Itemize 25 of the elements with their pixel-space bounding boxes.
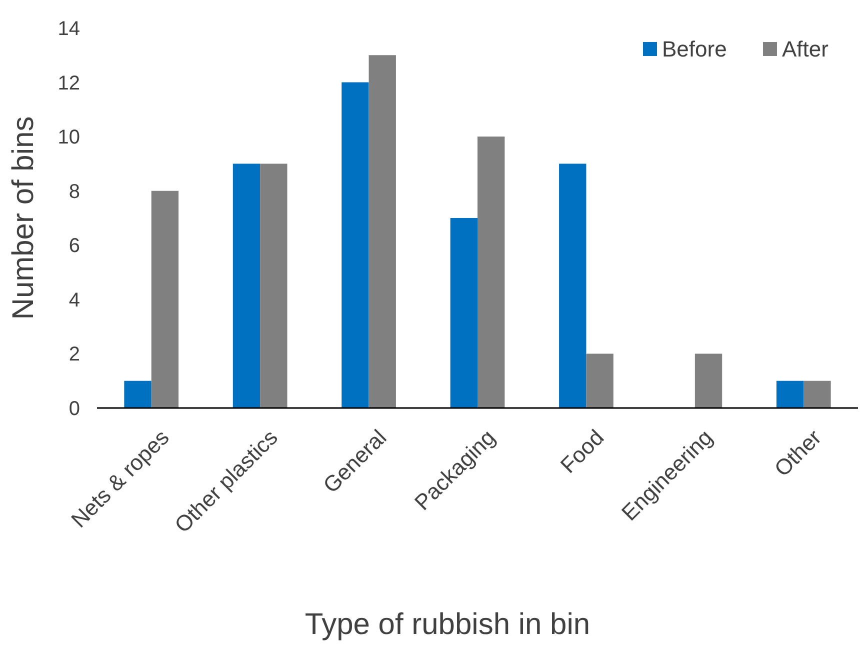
- bar: [776, 380, 804, 408]
- y-tick-label: 0: [68, 398, 80, 420]
- bar: [559, 164, 586, 408]
- y-axis-title: Number of bins: [7, 116, 40, 320]
- bar: [694, 354, 722, 408]
- bar: [232, 164, 260, 408]
- x-axis-title: Type of rubbish in bin: [304, 608, 590, 641]
- bar: [260, 164, 288, 408]
- y-tick-label: 12: [58, 72, 80, 94]
- y-tick-label: 10: [58, 126, 80, 149]
- y-tick-label: 6: [68, 235, 80, 258]
- bar: [804, 380, 831, 408]
- bar: [368, 55, 396, 408]
- bar: [342, 82, 369, 408]
- y-tick-label: 14: [58, 18, 80, 40]
- y-tick-label: 4: [68, 289, 80, 312]
- y-tick-label: 8: [68, 180, 80, 203]
- bar: [151, 190, 179, 408]
- bar: [586, 354, 614, 408]
- bar: [124, 380, 152, 408]
- legend-label: Before: [662, 36, 727, 62]
- legend-label: After: [782, 36, 828, 62]
- y-tick-label: 2: [68, 344, 80, 366]
- bar: [450, 218, 478, 408]
- bar: [478, 136, 505, 408]
